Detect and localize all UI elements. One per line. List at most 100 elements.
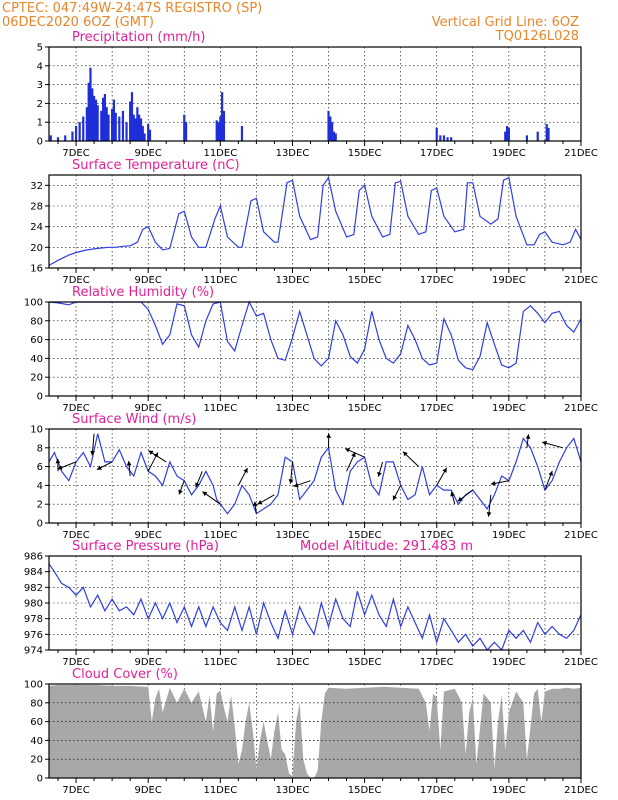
precip-bar <box>121 110 125 141</box>
ytick-label: 982 <box>24 583 43 594</box>
wind-arrow-head <box>55 458 61 464</box>
panel-cloud: Cloud Cover (%) 0 20 40 60 80 100 7DEC 9DEC 11DEC… <box>24 667 598 796</box>
precip-bar <box>439 135 442 141</box>
wind-arrow-head <box>450 491 455 497</box>
wind-arrow-head <box>392 495 398 501</box>
wind-arrow-head <box>252 501 258 507</box>
ytick-label: 40 <box>30 354 43 365</box>
ytick-label: 986 <box>24 552 43 563</box>
header-run-time: 06DEC2020 6OZ (GMT) <box>2 15 154 30</box>
wind-arrow-head <box>490 480 496 486</box>
xtick-label: 13DEC <box>276 275 310 286</box>
precip-bar <box>217 122 220 141</box>
precip-bar <box>100 110 103 141</box>
xtick-label: 19DEC <box>492 785 526 796</box>
precip-bar <box>332 131 336 141</box>
series-line-humidity <box>48 300 582 371</box>
precip-bar <box>504 131 507 141</box>
ytick-label: 1 <box>37 118 43 129</box>
ytick-label: 0 <box>37 519 43 530</box>
precip-bar <box>147 124 150 141</box>
wind-arrow-head <box>326 433 332 438</box>
series-line-wind <box>48 433 582 515</box>
panel-frame <box>48 46 582 142</box>
ytick-label: 100 <box>24 298 43 309</box>
xtick-label: 21DEC <box>564 785 598 796</box>
precip-bar <box>221 92 224 141</box>
panel-temperature: Surface Temperature (nC) 16 20 24 28 32 7DEC 9D… <box>30 158 598 286</box>
precip-bar <box>329 116 332 141</box>
xtick-label: 21DEC <box>564 403 598 414</box>
ytick-label: 976 <box>24 630 43 641</box>
precip-bar <box>49 135 52 141</box>
ytick-label: 80 <box>30 698 43 709</box>
wind-arrow-head <box>57 465 63 470</box>
panel-frame <box>48 555 582 651</box>
wind-arrow-head <box>96 465 102 470</box>
precip-bar <box>89 67 92 141</box>
wind-arrow-head <box>486 512 492 517</box>
xtick-label: 19DEC <box>492 275 526 286</box>
wind-arrow-head <box>202 491 208 497</box>
panel-wind: Surface Wind (m/s) 0 2 4 6 8 10 7DEC 9DEC 11DEC 13… <box>30 412 598 541</box>
cloud-area <box>49 684 581 778</box>
panel-title-precipitation: Precipitation (mm/h) <box>72 30 205 45</box>
xtick-label: 21DEC <box>564 275 598 286</box>
wind-arrow-head <box>257 500 263 505</box>
ytick-label: 0 <box>37 774 43 785</box>
precip-bar <box>92 95 96 141</box>
xtick-label: 15DEC <box>348 657 382 668</box>
xtick-label: 13DEC <box>276 657 310 668</box>
wind-arrow-head <box>548 470 553 476</box>
precip-bar <box>331 122 334 141</box>
xtick-label: 7DEC <box>62 403 89 414</box>
xtick-label: 11DEC <box>203 530 237 541</box>
precip-bar <box>545 124 548 141</box>
xtick-label: 15DEC <box>348 148 382 159</box>
xtick-label: 9DEC <box>134 785 161 796</box>
precip-bar <box>56 137 60 141</box>
wind-arrow-head <box>542 440 548 446</box>
ytick-label: 80 <box>30 316 43 327</box>
xtick-label: 7DEC <box>62 275 89 286</box>
xtick-label: 13DEC <box>276 148 310 159</box>
precip-bar <box>139 118 143 141</box>
precip-bar <box>96 105 99 141</box>
xtick-label: 11DEC <box>203 785 237 796</box>
xtick-label: 17DEC <box>420 148 454 159</box>
precip-bar <box>74 125 78 141</box>
xtick-label: 15DEC <box>348 785 382 796</box>
ytick-label: 978 <box>24 614 43 625</box>
precip-bar <box>129 101 132 141</box>
precip-bar <box>134 118 137 141</box>
xtick-label: 13DEC <box>276 785 310 796</box>
panel-title-pressure: Surface Pressure (hPa) <box>72 539 219 554</box>
xtick-label: 15DEC <box>348 275 382 286</box>
xtick-label: 19DEC <box>492 530 526 541</box>
ytick-label: 4 <box>37 481 43 492</box>
wind-arrow-head <box>351 452 356 458</box>
precip-bar <box>184 122 188 141</box>
model-altitude-label: Model Altitude: 291.483 m <box>300 539 473 554</box>
precip-bar <box>130 92 134 141</box>
xtick-label: 9DEC <box>134 148 161 159</box>
precip-bar <box>112 99 116 141</box>
ytick-label: 10 <box>30 425 43 436</box>
precip-bar <box>103 94 107 141</box>
precip-bar <box>547 127 550 141</box>
xtick-label: 19DEC <box>492 148 526 159</box>
wind-arrow-head <box>243 468 248 474</box>
precip-bar <box>505 125 509 141</box>
ytick-label: 8 <box>37 443 43 454</box>
xtick-label: 21DEC <box>564 148 598 159</box>
panel-frame <box>48 683 582 779</box>
ytick-label: 0 <box>37 392 43 403</box>
precip-bar <box>85 107 88 141</box>
ytick-label: 980 <box>24 599 43 610</box>
xtick-label: 19DEC <box>492 403 526 414</box>
wind-arrow-head <box>377 471 382 477</box>
xtick-label: 17DEC <box>420 785 454 796</box>
panel-title-temperature: Surface Temperature (nC) <box>72 158 240 173</box>
precip-bar <box>132 114 135 141</box>
panel-frame <box>48 301 582 397</box>
